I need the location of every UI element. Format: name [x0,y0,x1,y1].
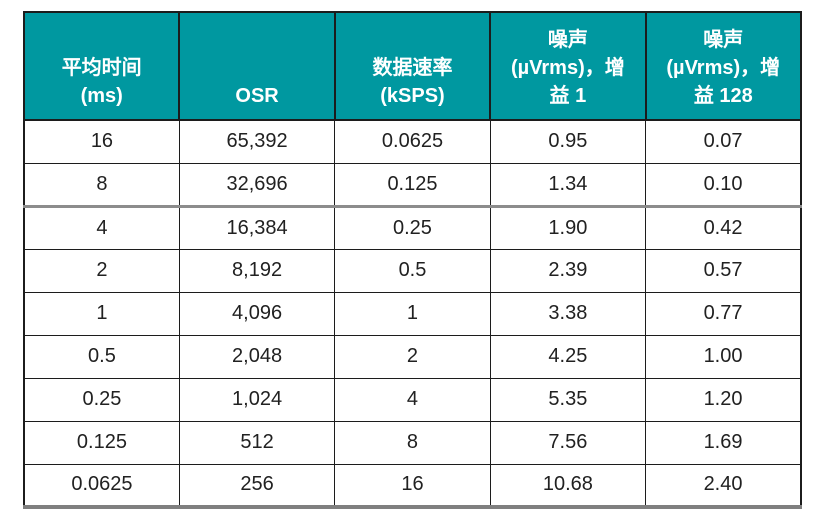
table-cell: 1.00 [645,334,802,379]
table-cell: 0.07 [645,119,802,164]
table-cell: 4.25 [489,334,647,379]
table-cell: 0.5 [334,248,491,293]
column-header-4: 噪声 (µVrms)，增 益 1 [489,11,647,121]
table-cell: 5.35 [489,377,647,422]
table-cell: 0.5 [23,334,180,379]
table-cell: 7.56 [489,420,647,465]
table-row: 0.0625 256 16 10.68 2.40 [23,463,802,509]
table-cell: 8 [334,420,491,465]
table-cell: 0.42 [645,205,802,250]
column-header-1: 平均时间 (ms) [22,11,181,121]
table-cell: 0.0625 [334,119,491,164]
table-cell: 8 [23,162,180,208]
table-cell: 0.57 [645,248,802,293]
table-cell: 1 [23,291,180,336]
table-cell: 256 [178,463,336,509]
table-row: 1 4,096 1 3.38 0.77 [23,291,802,336]
table-cell: 0.10 [645,162,802,208]
table-cell: 32,696 [178,162,336,208]
table-cell: 4 [23,205,180,250]
table-cell: 512 [178,420,336,465]
column-header-3: 数据速率 (kSPS) [333,11,492,121]
table-cell: 0.77 [645,291,802,336]
table-cell: 65,392 [178,119,336,164]
table-cell: 16 [334,463,491,509]
table-cell: 16 [23,119,180,164]
table-row: 0.5 2,048 2 4.25 1.00 [23,334,802,379]
table-cell: 1,024 [178,377,336,422]
table-cell: 1 [334,291,491,336]
table-cell: 0.125 [334,162,491,208]
table-row: 16 65,392 0.0625 0.95 0.07 [23,119,802,164]
column-header-5: 噪声 (µVrms)，增 益 128 [644,11,803,121]
table-cell: 3.38 [489,291,647,336]
table-cell: 2.39 [489,248,647,293]
table-cell: 0.25 [334,205,491,250]
table-cell: 0.95 [489,119,647,164]
table-row: 8 32,696 0.125 1.34 0.10 [23,162,802,208]
table-body: 16 65,392 0.0625 0.95 0.07 8 32,696 0.125 1.34 0.… [23,119,802,509]
table-cell: 0.0625 [23,463,180,509]
table-cell: 2 [23,248,180,293]
table-cell: 1.90 [489,205,647,250]
table-cell: 1.69 [645,420,802,465]
table-cell: 1.20 [645,377,802,422]
table-cell: 2 [334,334,491,379]
table-cell: 16,384 [178,205,336,250]
table-cell: 2.40 [645,463,802,509]
table-cell: 0.25 [23,377,180,422]
table-row: 0.25 1,024 4 5.35 1.20 [23,377,802,422]
table-cell: 2,048 [178,334,336,379]
table-row: 2 8,192 0.5 2.39 0.57 [23,248,802,293]
table-cell: 1.34 [489,162,647,208]
table-cell: 10.68 [489,463,647,509]
table-cell: 0.125 [23,420,180,465]
table-cell: 8,192 [178,248,336,293]
table-cell: 4 [334,377,491,422]
table-cell: 4,096 [178,291,336,336]
column-header-2: OSR [178,11,336,121]
table-row: 0.125 512 8 7.56 1.69 [23,420,802,465]
table-row: 4 16,384 0.25 1.90 0.42 [23,205,802,250]
